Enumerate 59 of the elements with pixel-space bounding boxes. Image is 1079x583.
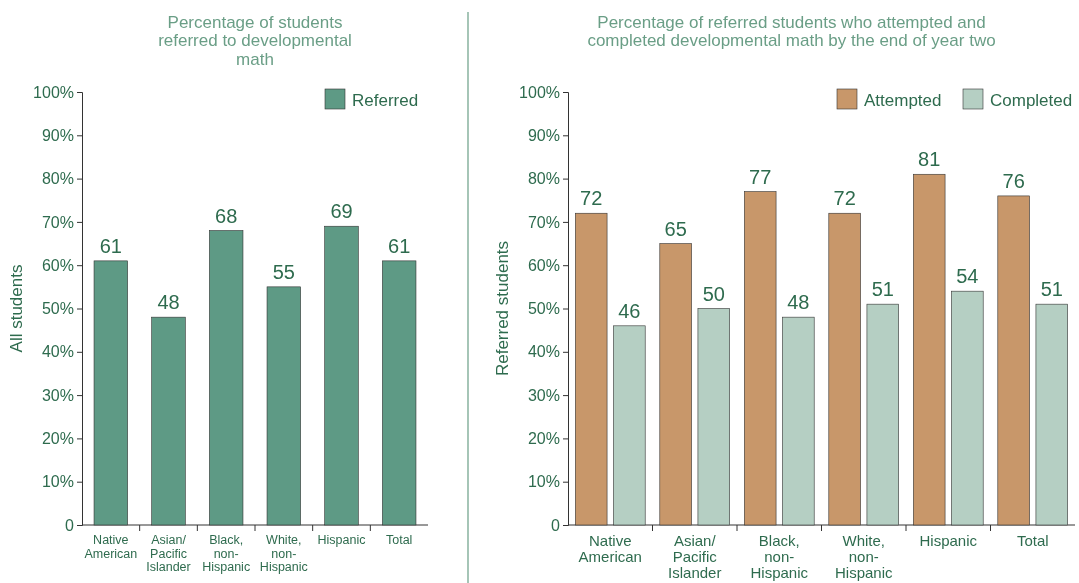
y-tick-label: 100% [33,83,74,101]
y-tick-label: 100% [519,83,560,101]
x-tick-label: Total [1016,532,1049,549]
data-label: 48 [157,291,180,314]
data-label: 76 [1002,169,1025,192]
y-tick-label: 30% [527,386,560,404]
data-label: 77 [749,165,772,188]
y-tick-label: 10% [527,473,560,491]
y-tick-label: 60% [527,256,560,274]
y-tick-label: 20% [41,430,74,448]
y-tick-label: 80% [527,170,560,188]
x-tick-label: Hispanic [317,533,366,547]
data-label: 81 [918,148,941,171]
data-label: 55 [272,260,295,283]
x-tick-label: White, non-Hispanic [259,533,308,574]
x-tick-label: Black, non-Hispanic [202,533,251,574]
y-tick-label: 0 [65,516,75,534]
data-label: 61 [388,234,411,257]
y-tick-label: 80% [41,170,74,188]
y-tick-label: 40% [527,343,560,361]
y-tick-label: 50% [41,300,74,318]
x-tick-label: Hispanic [919,532,978,549]
data-label: 65 [664,217,687,240]
x-tick-label: Native American [84,533,138,561]
y-tick-label: 70% [41,213,74,231]
y-tick-label: 90% [527,126,560,144]
y-tick-label: 0 [551,516,561,534]
y-tick-label: 60% [41,256,74,274]
y-axis-title: Referred students [493,240,512,377]
data-label: 50 [702,282,725,305]
x-tick-label: Black, non-Hispanic [750,532,809,582]
data-label: 51 [871,278,894,301]
y-tick-label: 20% [527,430,560,448]
data-label: 48 [787,291,810,314]
data-label: 54 [956,265,979,288]
y-tick-label: 90% [41,126,74,144]
data-label: 69 [330,200,353,223]
x-tick-label: Asian/Pacific Islander [668,532,722,582]
y-tick-label: 50% [527,300,560,318]
x-tick-label: Native American [578,532,642,566]
chart-title: Percentage of referred students who attempted and completed developmental math by the end of year two [587,13,996,51]
data-label: 46 [618,299,641,322]
data-label: 51 [1040,278,1063,301]
y-tick-label: 30% [41,386,74,404]
y-tick-label: 40% [41,343,74,361]
legend-label: Referred [352,91,419,110]
x-tick-label: White, non-Hispanic [834,532,894,582]
data-label: 72 [833,187,856,210]
x-tick-label: Asian/Pacific Islander [146,533,191,574]
data-label: 72 [580,187,603,210]
legend-label: Attempted [864,91,942,110]
y-axis-title: All students [7,264,26,353]
chart-title: Percentage of students referred to developmental math [158,13,352,69]
y-tick-label: 10% [41,473,74,491]
legend-label: Completed [990,91,1073,110]
data-label: 68 [215,204,238,227]
x-tick-label: Total [385,533,413,547]
data-label: 61 [99,234,122,257]
y-tick-label: 70% [527,213,560,231]
